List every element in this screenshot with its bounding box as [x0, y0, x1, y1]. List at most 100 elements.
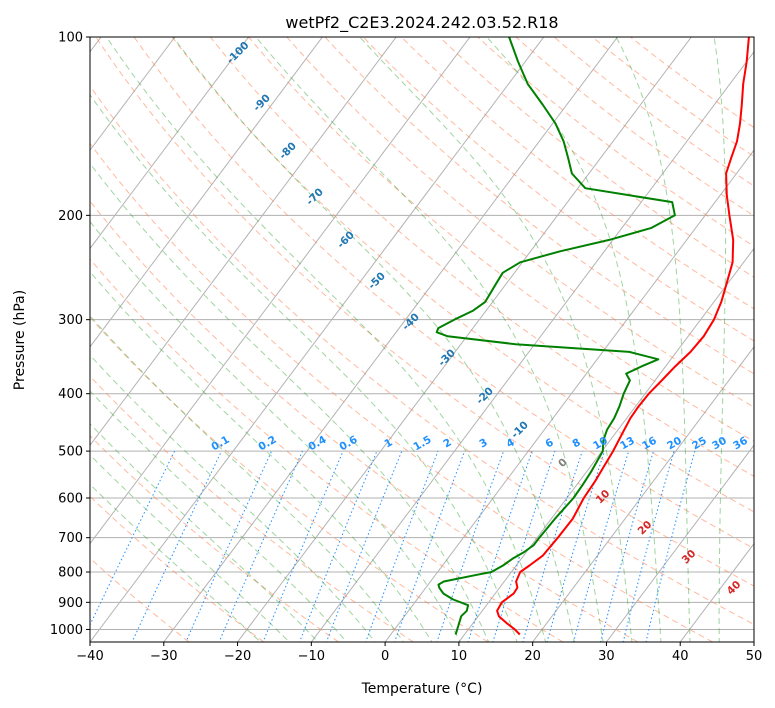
moist-adiabat-line: [486, 37, 662, 642]
isotherm-line: [163, 37, 619, 642]
mixing-ratio-label: 1.5: [411, 434, 433, 454]
isotherm-line: [384, 149, 754, 642]
mixing-ratio-label: 0.6: [337, 434, 359, 454]
moist-adiabat-line: [90, 483, 262, 642]
moist-adiabat-label: 30: [680, 548, 699, 567]
mixing-ratio-line: [298, 450, 378, 642]
moist-adiabat-line: [172, 37, 575, 642]
x-tick-label: 10: [451, 649, 468, 664]
dry-adiabat-line: [90, 142, 713, 642]
plot-frame: [89, 36, 755, 643]
dry-adiabat-line: [95, 37, 754, 587]
x-axis-label: Temperature (°C): [361, 681, 483, 697]
mixing-ratio-line: [467, 450, 533, 642]
isotherm-label: -60: [335, 229, 357, 251]
moist-adiabat-line: [615, 37, 691, 642]
isotherm-line: [90, 37, 176, 151]
temperature-profile: [496, 37, 750, 636]
series-lines: [435, 37, 750, 636]
mixing-ratio-line: [262, 450, 344, 642]
x-tick-label: 20: [524, 649, 541, 664]
dry-adiabat-line: [90, 200, 639, 642]
moist-adiabat-line: [105, 37, 547, 642]
dry-adiabat-line: [286, 37, 754, 408]
mixing-ratio-line: [436, 450, 505, 642]
isotherm-label: -40: [400, 311, 422, 333]
isotherm-line: [90, 37, 471, 545]
isotherm-line: [90, 37, 397, 447]
dry-adiabat-line: [90, 258, 564, 642]
dry-adiabat-line: [90, 435, 339, 642]
mixing-ratio-line: [365, 450, 439, 642]
moist-adiabat-line: [90, 423, 319, 642]
chart-title: wetPf2_C2E3.2024.242.03.52.R18: [285, 13, 558, 33]
x-tick-label: −20: [224, 649, 251, 664]
y-tick-label: 1000: [50, 623, 83, 638]
isotherm-label: -80: [277, 140, 299, 162]
mixing-ratio-line: [546, 450, 605, 642]
dry-adiabat-line: [324, 37, 754, 375]
mixing-ratio-label: 3: [477, 436, 489, 450]
y-tick-label: 900: [58, 596, 83, 611]
y-tick-label: 100: [58, 31, 83, 46]
moist-adiabat-line: [90, 454, 291, 642]
mixing-ratio-line: [573, 450, 630, 642]
isotherm-line: [679, 542, 754, 642]
mixing-ratio-line: [394, 450, 466, 642]
isotherm-line: [458, 247, 754, 642]
mixing-ratio-label: 16: [640, 435, 659, 453]
moist-adiabat-line: [90, 354, 376, 642]
x-tick-label: 0: [381, 649, 389, 664]
isotherm-label: -100: [224, 39, 251, 66]
moist-adiabat-line: [90, 390, 348, 642]
isotherm-label: -30: [436, 347, 458, 369]
x-tick-label: 30: [598, 649, 615, 664]
isotherm-label: -50: [366, 270, 388, 292]
mixing-ratio-label: 0.2: [256, 434, 278, 454]
dry-adiabat-line: [515, 37, 754, 217]
mixing-ratio-line: [645, 450, 696, 642]
x-tick-label: −10: [298, 649, 325, 664]
moist-adiabat-line: [713, 37, 727, 642]
y-tick-label: 400: [58, 387, 83, 402]
dewpoint-profile: [435, 37, 676, 635]
isotherm-line: [236, 37, 692, 642]
y-tick-label: 200: [58, 209, 83, 224]
dry-adiabat-line: [133, 37, 754, 550]
isotherm-line: [90, 37, 250, 250]
x-tick-label: 40: [672, 649, 689, 664]
mixing-ratio-line: [90, 450, 176, 626]
moist-adiabat-label: 40: [725, 579, 744, 598]
mixing-ratio-label: 20: [665, 435, 684, 453]
y-tick-label: 300: [58, 313, 83, 328]
mixing-ratio-label: 10: [591, 435, 610, 453]
y-tick-label: 600: [58, 492, 83, 507]
isotherm-line: [753, 641, 754, 642]
isotherm-line: [532, 346, 754, 642]
mixing-ratio-line: [522, 450, 583, 642]
moist-adiabat-line: [90, 93, 518, 642]
moist-adiabat-label: 10: [594, 488, 613, 507]
mixing-ratio-line: [600, 450, 654, 642]
x-tick-label: −30: [150, 649, 177, 664]
isotherm-line: [90, 37, 545, 642]
mixing-ratio-line: [325, 450, 403, 642]
mixing-ratio-label: 8: [570, 436, 582, 450]
mixing-ratio-label: 1: [382, 436, 394, 450]
moist-adiabat-line: [90, 314, 405, 642]
y-tick-label: 500: [58, 445, 83, 460]
y-tick-label: 700: [58, 531, 83, 546]
isotherm-line: [605, 444, 754, 642]
moist-adiabat-line: [90, 162, 490, 642]
x-tick-label: 50: [746, 649, 763, 664]
mixing-ratio-line: [622, 450, 675, 642]
dry-adiabat-line: [438, 37, 754, 278]
axis-layer: −40 −30 −20 −10 0 10 20 30 40 5010020030040050060…: [50, 31, 762, 665]
moist-adiabat-line: [90, 270, 433, 642]
isotherm-line: [310, 50, 754, 642]
dry-adiabat-line: [591, 37, 754, 158]
mixing-ratio-label: 6: [543, 436, 555, 450]
isotherm-line: [90, 37, 324, 348]
mixing-ratio-label: 0.1: [209, 434, 231, 454]
